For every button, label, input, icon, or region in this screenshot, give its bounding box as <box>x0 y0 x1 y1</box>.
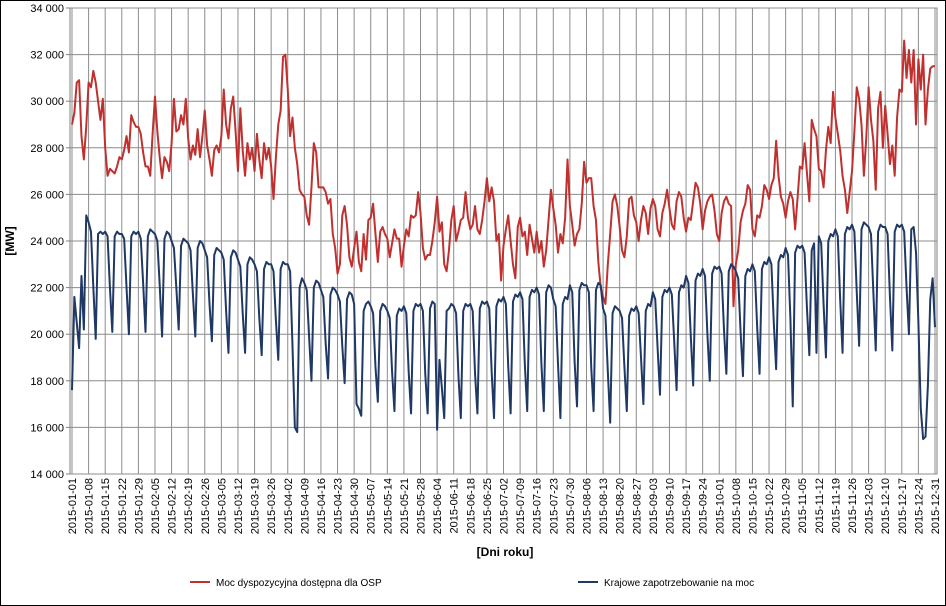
x-tick-label: 2015-12-03 <box>864 478 876 534</box>
x-tick-label: 2015-10-22 <box>764 478 776 534</box>
series-line <box>71 39 935 308</box>
x-tick-label: 2015-10-08 <box>731 478 743 534</box>
y-axis-label: [MW] <box>3 226 17 255</box>
x-tick-label: 2015-04-16 <box>316 478 328 534</box>
x-tick-label: 2015-11-12 <box>814 478 826 533</box>
x-tick-label: 2015-03-12 <box>233 478 245 534</box>
x-tick-label: 2015-09-17 <box>681 478 693 534</box>
x-tick-label: 2015-10-15 <box>747 478 759 534</box>
x-tick-label: 2015-11-19 <box>830 478 842 533</box>
x-tick-label: 2015-07-09 <box>515 478 527 534</box>
y-tick-label: 16 000 <box>30 422 64 434</box>
y-tick-label: 30 000 <box>30 96 64 108</box>
x-tick-label: 2015-02-19 <box>183 478 195 534</box>
x-tick-label: 2015-07-16 <box>532 478 544 534</box>
x-tick-label: 2015-06-04 <box>432 478 444 534</box>
x-tick-label: 2015-12-10 <box>880 478 892 534</box>
x-tick-label: 2015-01-22 <box>117 478 129 534</box>
x-tick-label: 2015-05-28 <box>416 478 428 534</box>
x-tick-label: 2015-06-25 <box>482 478 494 534</box>
x-tick-label: 2015-03-19 <box>250 478 262 534</box>
legend-label: Krajowe zapotrzebowanie na moc <box>604 578 754 589</box>
y-tick-label: 26 000 <box>30 189 64 201</box>
x-tick-label: 2015-04-09 <box>299 478 311 534</box>
x-tick-label: 2015-02-26 <box>200 478 212 534</box>
x-tick-label: 2015-06-11 <box>449 478 461 533</box>
y-tick-label: 34 000 <box>30 3 64 15</box>
x-tick-label: 2015-09-10 <box>664 478 676 534</box>
y-tick-label: 24 000 <box>30 236 64 248</box>
x-tick-label: 2015-12-17 <box>897 478 909 534</box>
x-tick-label: 2015-03-05 <box>216 478 228 534</box>
x-tick-label: 2015-01-15 <box>100 478 112 534</box>
x-tick-label: 2015-02-12 <box>167 478 179 534</box>
y-tick-label: 32 000 <box>30 50 64 62</box>
x-tick-label: 2015-11-26 <box>847 478 859 533</box>
x-tick-label: 2015-06-18 <box>465 478 477 534</box>
legend-label: Moc dyspozycyjna dostępna dla OSP <box>216 578 382 589</box>
x-tick-label: 2015-12-24 <box>913 478 925 534</box>
x-tick-label: 2015-12-31 <box>930 478 942 534</box>
x-tick-label: 2015-07-02 <box>499 478 511 534</box>
x-tick-label: 2015-10-29 <box>781 478 793 534</box>
x-tick-label: 2015-08-06 <box>581 478 593 534</box>
x-tick-label: 2015-08-20 <box>615 478 627 534</box>
x-tick-label: 2015-04-30 <box>349 478 361 534</box>
x-tick-label: 2015-01-01 <box>67 478 79 534</box>
x-tick-label: 2015-05-21 <box>399 478 411 534</box>
x-tick-label: 2015-07-23 <box>548 478 560 534</box>
y-tick-label: 14 000 <box>30 469 64 481</box>
x-tick-label: 2015-05-07 <box>366 478 378 534</box>
x-tick-label: 2015-01-29 <box>133 478 145 534</box>
y-tick-label: 20 000 <box>30 329 64 341</box>
x-tick-label: 2015-04-23 <box>333 478 345 534</box>
x-tick-label: 2015-04-02 <box>283 478 295 534</box>
x-tick-label: 2015-02-05 <box>150 478 162 534</box>
y-tick-label: 18 000 <box>30 376 64 388</box>
x-tick-label: 2015-09-03 <box>648 478 660 534</box>
y-tick-label: 28 000 <box>30 143 64 155</box>
x-tick-label: 2015-08-27 <box>631 478 643 534</box>
y-tick-label: 22 000 <box>30 283 64 295</box>
x-tick-label: 2015-10-01 <box>714 478 726 534</box>
x-tick-label: 2015-01-08 <box>84 478 96 534</box>
x-tick-label: 2015-08-13 <box>598 478 610 534</box>
x-tick-label: 2015-07-30 <box>565 478 577 534</box>
x-axis-label: [Dni roku] <box>477 545 534 559</box>
x-tick-label: 2015-03-26 <box>266 478 278 534</box>
x-tick-label: 2015-09-24 <box>698 478 710 534</box>
x-tick-label: 2015-05-14 <box>382 478 394 534</box>
x-tick-label: 2015-11-05 <box>797 478 809 533</box>
series-line <box>71 214 936 441</box>
